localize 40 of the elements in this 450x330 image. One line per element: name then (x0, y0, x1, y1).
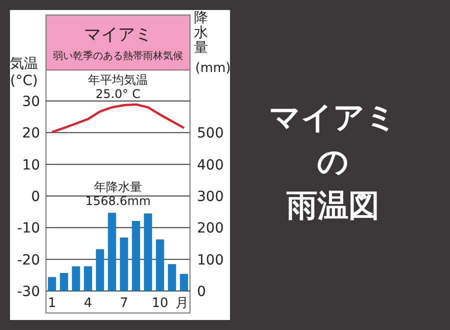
text: の (317, 144, 349, 180)
y-tick-label: 20 (22, 126, 40, 142)
y2-axis-title: 降水量 (mm) (194, 10, 231, 76)
y-tick-label: -30 (17, 284, 40, 300)
bar (180, 274, 188, 291)
chart-title: マイアミ (84, 25, 152, 45)
x-tick-label: 4 (84, 296, 92, 311)
bar (84, 266, 92, 291)
bar (156, 239, 164, 291)
annotation: 年平均気温 25.0° C (88, 73, 148, 101)
text: マイアミ (269, 100, 397, 136)
x-axis-title: 月 (176, 296, 188, 311)
bar (60, 272, 68, 291)
y-tick-label: 10 (22, 157, 40, 174)
x-tick-label: 10 (152, 296, 168, 311)
y-tick-label: 0 (31, 189, 40, 205)
y2-tick-label: 0 (197, 284, 206, 300)
bar (72, 266, 80, 291)
x-tick-label: 1 (48, 296, 56, 311)
y2-tick-label: 300 (197, 189, 224, 205)
chart-subtitle: 弱い乾季のある熱帯雨林気候 (53, 50, 183, 62)
line-series (50, 103, 186, 134)
y2-tick-label: 400 (197, 157, 224, 174)
annotation: 年降水量 1568.6mm (85, 180, 151, 208)
bar (132, 221, 140, 291)
bar (144, 213, 152, 291)
bar (108, 212, 116, 291)
bar (96, 249, 104, 291)
y2-tick-label: 100 (197, 252, 224, 268)
x-tick-label: 7 (120, 296, 128, 311)
y-tick-label: -10 (17, 220, 40, 237)
y2-tick-label: 500 (197, 126, 224, 142)
y-tick-label: 30 (22, 94, 40, 110)
bar (48, 277, 56, 291)
bar (120, 237, 128, 291)
bar (168, 264, 176, 291)
y-tick-label: -20 (17, 252, 40, 268)
y2-tick-label: 200 (197, 220, 224, 237)
y-axis-title: 気温 (°C) (10, 56, 38, 89)
text: 雨温図 (286, 188, 380, 224)
